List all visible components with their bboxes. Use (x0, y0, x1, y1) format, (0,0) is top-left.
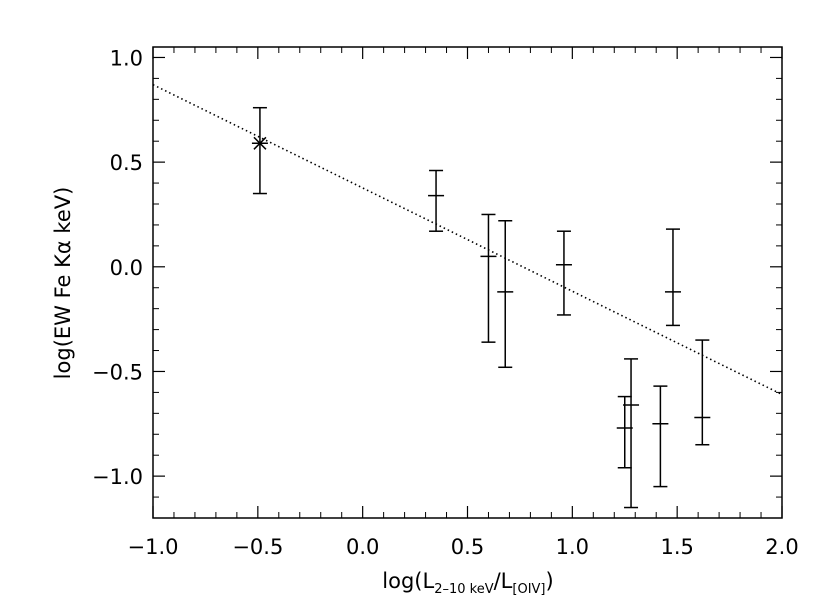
y-axis-title: log(EW Fe Kα keV) (51, 187, 75, 380)
data-point (555, 230, 572, 316)
axis-tick-labels: −1.0 −0.5 0.0 0.5 1.0 1.5 2.0 1.0 0.5 0.0 −0.5 −1.0 (92, 46, 799, 559)
x-tick-label: −0.5 (232, 535, 283, 559)
asterisk-d2 (253, 136, 267, 150)
plot-marks (152, 83, 783, 509)
fit-line (152, 83, 783, 396)
data-point (616, 395, 633, 469)
data-point (664, 228, 681, 327)
x-tick-label: 2.0 (765, 535, 798, 559)
data-point (623, 358, 640, 509)
x-tick-label: 1.5 (660, 535, 693, 559)
y-tick-label: −0.5 (92, 360, 143, 384)
data-point (428, 169, 445, 232)
special-data-point (251, 106, 268, 195)
axis-ticks (152, 47, 783, 518)
y-tick-label: −1.0 (92, 465, 143, 489)
y-tick-label: 0.0 (110, 256, 143, 280)
y-tick-label: 0.5 (110, 151, 143, 175)
x-axis-title: log(L2–10 keV/L[OIV]) (382, 569, 553, 597)
x-tick-label: −1.0 (128, 535, 179, 559)
data-point (694, 339, 711, 446)
y-tick-label: 1.0 (110, 46, 143, 70)
x-tick-label: 0.0 (346, 535, 379, 559)
data-point (652, 385, 669, 488)
data-point (497, 219, 514, 369)
x-tick-label: 1.0 (556, 535, 589, 559)
x-tick-label: 0.5 (451, 535, 484, 559)
plot-frame (152, 46, 783, 519)
data-point (480, 213, 497, 343)
